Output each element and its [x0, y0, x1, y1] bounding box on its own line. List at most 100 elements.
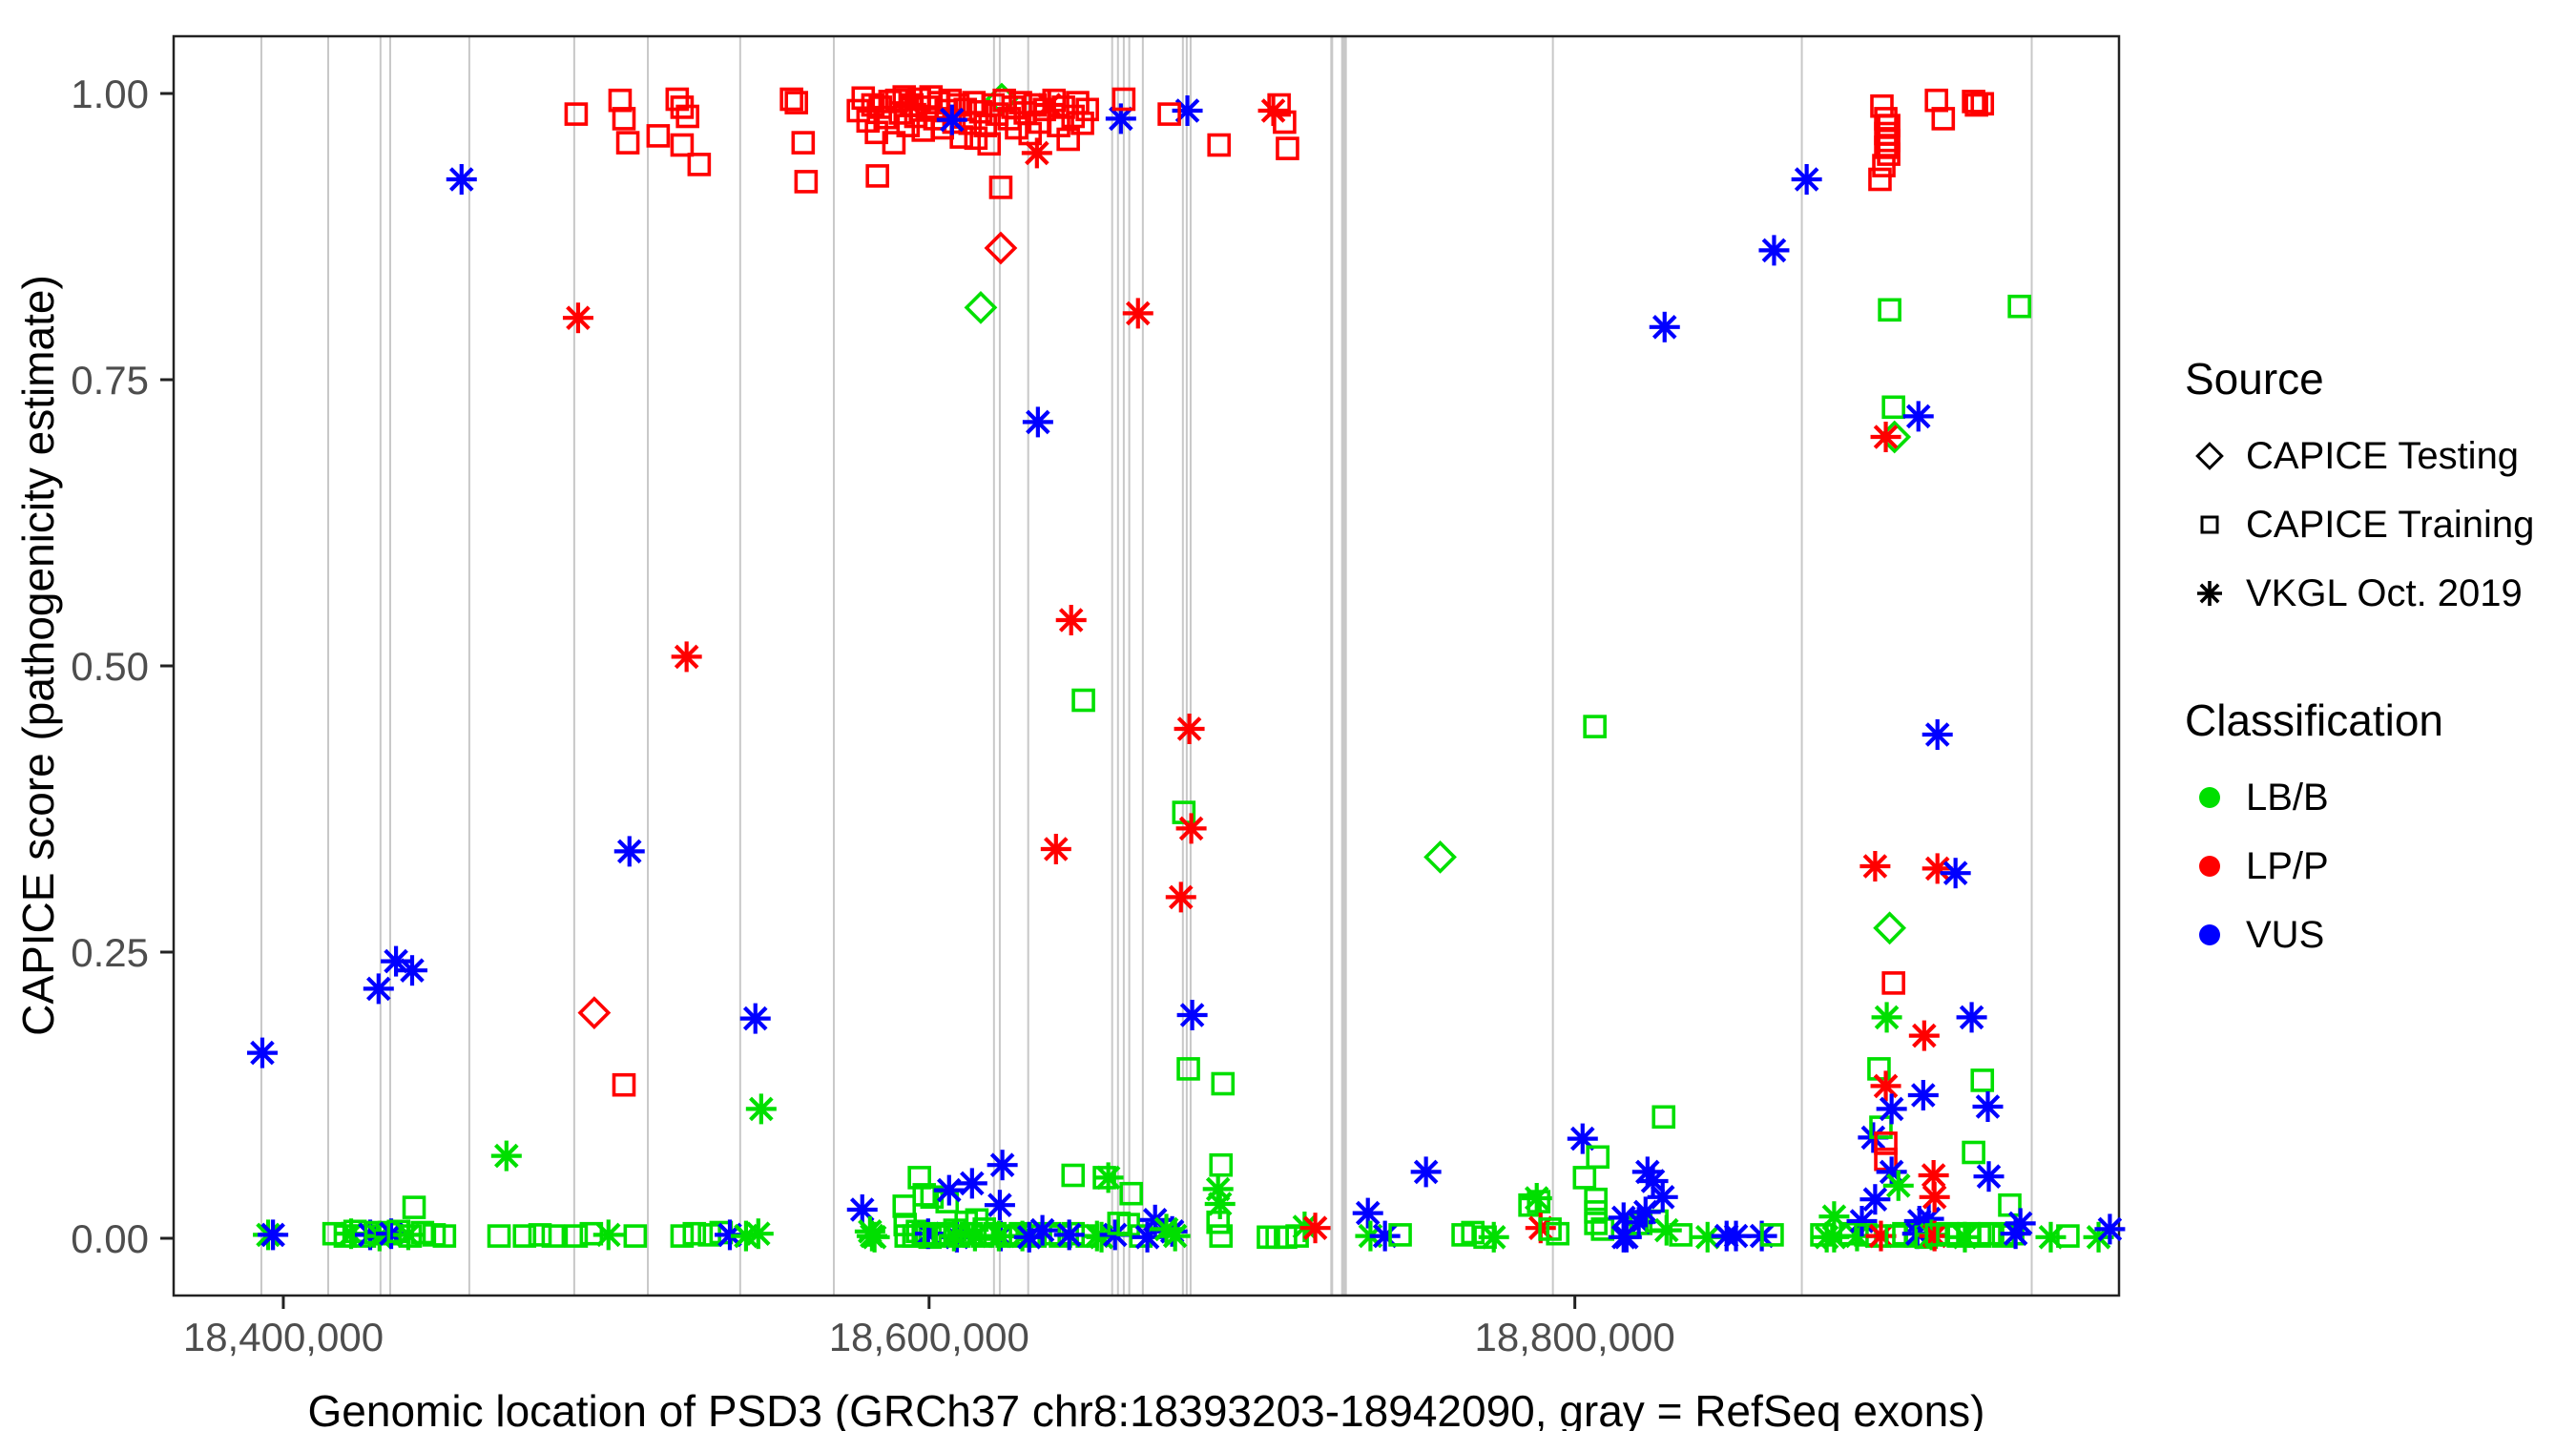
data-point — [1423, 840, 1457, 874]
data-point — [1061, 1163, 1086, 1188]
data-point — [968, 99, 993, 124]
data-point — [671, 641, 702, 673]
x-tick-label: 18,600,000 — [829, 1315, 1029, 1359]
data-point — [577, 996, 612, 1029]
data-point — [1846, 1206, 1878, 1236]
data-point — [1874, 1147, 1898, 1172]
legend-item-label: VUS — [2246, 913, 2325, 956]
legend-item-label: LP/P — [2246, 844, 2329, 887]
data-point — [2094, 1213, 2126, 1245]
data-point — [1877, 128, 1901, 153]
data-point — [564, 102, 589, 126]
data-point — [794, 170, 819, 194]
data-point — [1584, 1187, 1608, 1212]
data-point — [1022, 406, 1053, 438]
data-point — [985, 102, 1009, 126]
data-point — [670, 133, 695, 157]
legend-item-source-0: CAPICE Testing — [2185, 422, 2566, 490]
data-point — [1859, 1184, 1891, 1215]
data-point — [1276, 136, 1299, 160]
data-point — [541, 1224, 566, 1248]
data-point — [1919, 1181, 1950, 1213]
data-point — [1159, 1220, 1191, 1252]
x-tick-label: 18,400,000 — [183, 1315, 384, 1359]
y-tick-label: 0.00 — [71, 1216, 149, 1261]
data-point — [1352, 1197, 1383, 1229]
data-point — [1630, 1196, 1661, 1228]
data-point — [1053, 1219, 1085, 1251]
data-point — [1410, 1156, 1442, 1188]
data-point — [1874, 1131, 1898, 1155]
data-point — [1669, 1223, 1693, 1247]
data-point — [1978, 1221, 2002, 1246]
legend-item-class-LP: LP/P — [2185, 832, 2566, 901]
data-point — [258, 1219, 289, 1251]
data-point — [1586, 1145, 1610, 1170]
data-point — [745, 1093, 777, 1125]
data-point — [1175, 813, 1207, 844]
data-point — [1870, 1070, 1901, 1102]
data-point — [1940, 858, 1971, 889]
data-point — [865, 164, 889, 188]
data-point — [739, 1003, 771, 1034]
data-point — [933, 1174, 965, 1206]
data-point — [1874, 135, 1898, 159]
data-point — [1720, 1220, 1752, 1252]
panel-border — [172, 34, 2121, 1297]
y-tick-label: 0.75 — [71, 358, 149, 403]
data-point — [1056, 127, 1080, 152]
data-point — [977, 132, 1002, 156]
legend-item-class-LB: LB/B — [2185, 763, 2566, 832]
data-point — [1267, 93, 1291, 117]
data-point — [1652, 1105, 1676, 1130]
data-point — [1907, 1080, 1939, 1110]
data-point — [987, 1150, 1018, 1181]
data-point — [670, 1224, 695, 1248]
data-point — [1209, 1224, 1234, 1248]
data-point — [1075, 97, 1099, 122]
legend-item-class-VUS: VUS — [2185, 901, 2566, 969]
data-point — [2005, 1208, 2036, 1239]
data-point — [1970, 1068, 1995, 1092]
data-point — [1871, 1002, 1902, 1033]
data-point — [983, 1221, 1008, 1246]
data-point — [613, 836, 645, 867]
data-point — [988, 176, 1013, 199]
data-point — [682, 1221, 707, 1246]
legend-source-title: Source — [2185, 354, 2324, 404]
data-point — [1092, 1162, 1124, 1193]
data-point — [861, 93, 885, 117]
data-point — [1055, 605, 1087, 635]
data-point — [564, 1224, 589, 1248]
data-point — [1521, 1183, 1552, 1213]
data-point — [623, 1224, 648, 1248]
data-point — [1478, 1221, 1509, 1253]
data-point — [1878, 298, 1901, 322]
data-point — [612, 107, 636, 131]
data-point — [784, 91, 809, 114]
data-point — [1881, 395, 1905, 420]
data-point — [1876, 1093, 1907, 1125]
data-point — [1956, 1002, 1987, 1033]
data-point — [402, 1195, 426, 1219]
data-point — [487, 1224, 511, 1248]
data-point — [936, 104, 967, 135]
data-point — [2056, 1224, 2080, 1248]
data-point — [791, 131, 816, 155]
legend-item-label: LB/B — [2246, 776, 2329, 819]
legend-classification-block: Classification LB/B LP/P VUS — [2185, 695, 2566, 969]
data-point — [363, 973, 394, 1005]
data-point — [646, 124, 671, 148]
data-point — [562, 302, 593, 334]
data-point — [1970, 92, 1995, 116]
data-point — [1211, 1071, 1236, 1096]
data-point — [398, 1224, 423, 1248]
data-point — [1273, 110, 1297, 135]
legend-item-label: VKGL Oct. 2019 — [2246, 571, 2523, 614]
data-point — [1567, 1123, 1598, 1154]
data-point — [1071, 688, 1095, 713]
square-icon — [2200, 515, 2219, 534]
data-point — [1111, 87, 1136, 112]
y-tick-label: 1.00 — [71, 72, 149, 116]
